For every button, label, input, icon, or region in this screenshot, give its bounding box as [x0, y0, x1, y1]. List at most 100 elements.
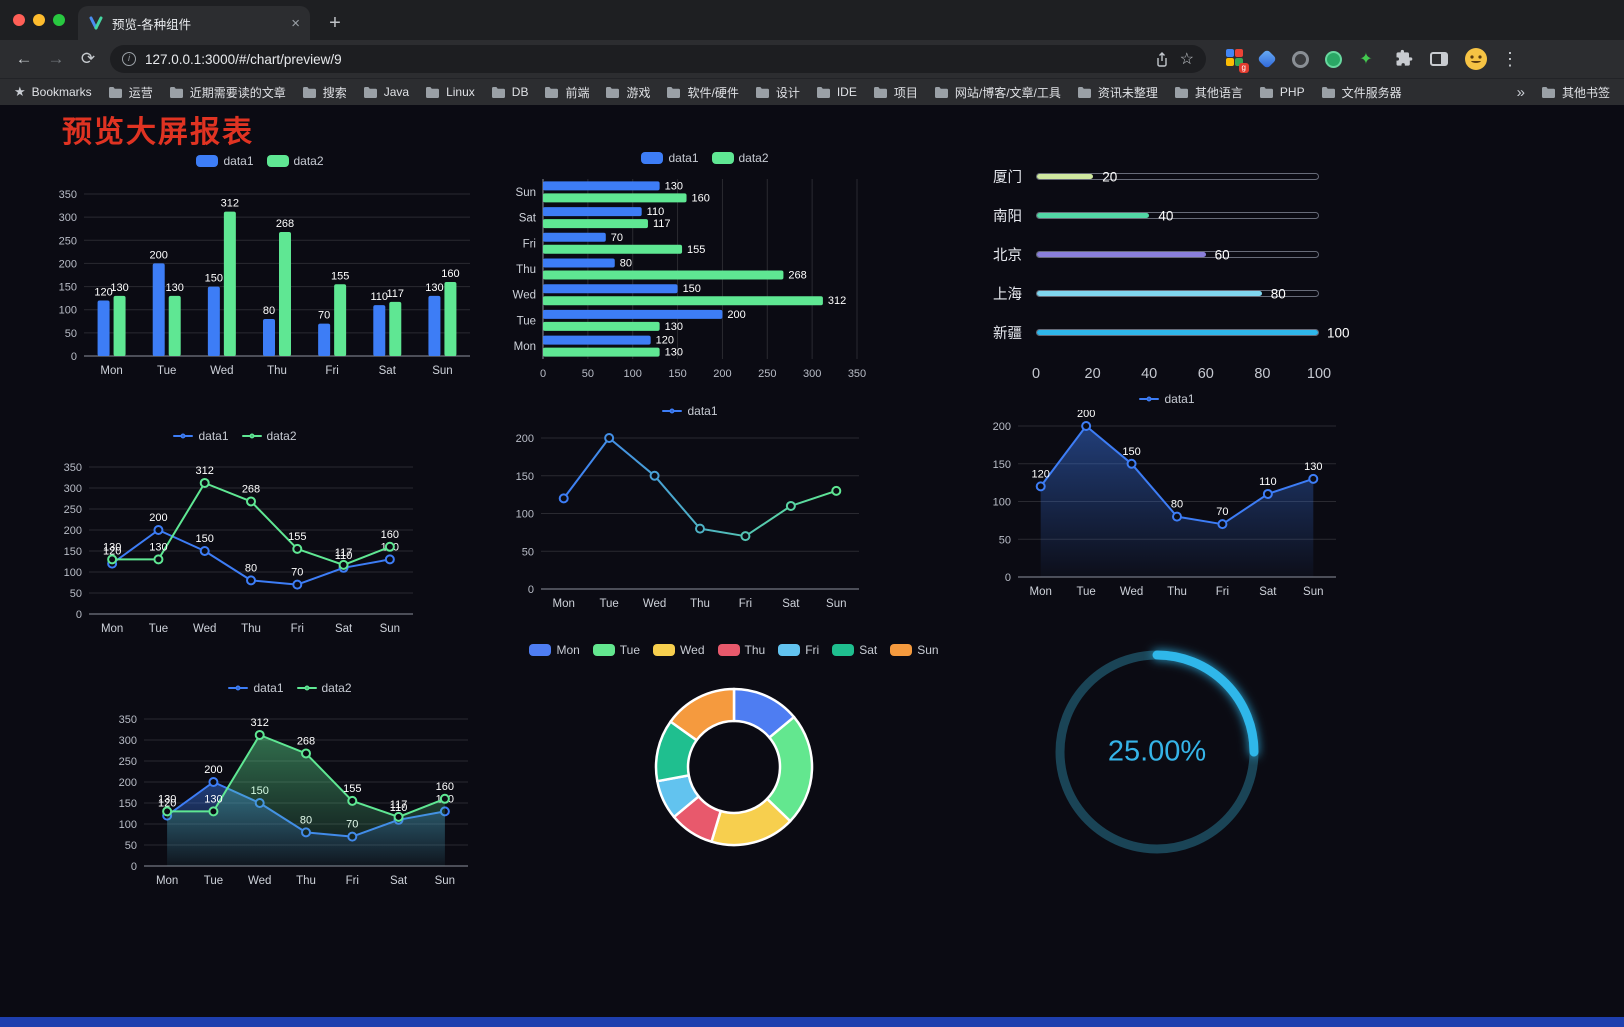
progress-label: 南阳 [993, 209, 1022, 225]
legend-item[interactable]: data1 [173, 429, 229, 443]
bookmark-label: 资讯未整理 [1097, 85, 1158, 100]
svg-text:Wed: Wed [210, 365, 233, 377]
side-panel-icon[interactable] [1430, 52, 1448, 66]
extension-ring-icon[interactable] [1290, 49, 1310, 69]
svg-text:250: 250 [119, 756, 137, 768]
extension-green-circle-icon[interactable] [1323, 49, 1343, 69]
svg-text:Tue: Tue [204, 875, 223, 887]
bookmark-folder[interactable]: Java [363, 85, 409, 99]
legend-dot [249, 433, 254, 439]
progress-value: 40 [1158, 208, 1174, 223]
axis-tick: 80 [1254, 366, 1271, 382]
bookmark-folder[interactable]: 前端 [544, 84, 589, 101]
bookmark-folder[interactable]: 搜索 [302, 84, 347, 101]
minimize-window-button[interactable] [33, 14, 45, 26]
legend-item[interactable]: data2 [711, 151, 769, 165]
svg-text:0: 0 [71, 351, 77, 363]
svg-text:110: 110 [371, 291, 389, 303]
zoom-window-button[interactable] [53, 14, 65, 26]
extensions-cluster: g ✦ [1224, 49, 1376, 73]
legend-item[interactable]: data1 [1139, 392, 1195, 406]
back-button[interactable]: ← [15, 49, 33, 68]
legend-item[interactable]: data1 [196, 154, 254, 168]
svg-text:120: 120 [158, 798, 176, 810]
svg-text:312: 312 [221, 198, 239, 210]
svg-text:Tue: Tue [149, 623, 168, 635]
new-tab-button[interactable]: + [329, 12, 341, 34]
legend-item[interactable]: Tue [592, 643, 640, 657]
legend-item[interactable]: Wed [653, 643, 705, 657]
browser-tab[interactable]: 预览-各种组件 × [78, 6, 310, 40]
legend-item[interactable]: Fri [778, 643, 819, 657]
progress-row: 厦门 20 [988, 157, 1368, 196]
gauge-chart: 25.00% [1038, 633, 1276, 871]
legend-label: Sat [859, 643, 878, 657]
legend-label: data2 [266, 429, 297, 443]
progress-axis: 0 20 40 60 80 100 [1032, 366, 1331, 388]
bookmark-folder[interactable]: 近期需要读的文章 [169, 84, 286, 101]
bookmark-folder[interactable]: 其他语言 [1174, 84, 1243, 101]
legend-item[interactable]: data1 [228, 681, 284, 695]
menu-button[interactable]: ⋮ [1501, 48, 1519, 69]
legend-label: data1 [198, 429, 229, 443]
svg-text:200: 200 [204, 764, 222, 776]
svg-text:Sun: Sun [1303, 586, 1323, 598]
bookmark-folder[interactable]: 文件服务器 [1321, 84, 1402, 101]
avatar-face-icon [1465, 48, 1487, 70]
bookmark-folder[interactable]: 游戏 [605, 84, 650, 101]
extension-sparkle-icon[interactable]: ✦ [1359, 51, 1373, 68]
bookmark-folder[interactable]: 运营 [108, 84, 153, 101]
folder-icon [1259, 86, 1273, 98]
legend-item[interactable]: Mon [529, 643, 580, 657]
tab-close-icon[interactable]: × [291, 14, 300, 32]
share-icon[interactable] [1154, 51, 1170, 67]
other-bookmarks-folder[interactable]: 其他书签 [1541, 84, 1610, 101]
svg-text:130: 130 [425, 282, 443, 294]
bookmarks-folders: 运营 近期需要读的文章 搜索 Java Linux DB 前端 游戏 软件/硬件 设计 IDE 项目 网… [108, 84, 1501, 101]
legend-label: Sun [917, 643, 939, 657]
bookmark-folder[interactable]: 项目 [873, 84, 918, 101]
bookmark-folder[interactable]: IDE [816, 85, 857, 99]
url-text[interactable]: 127.0.0.1:3000/#/chart/preview/9 [145, 51, 342, 67]
folder-icon [755, 86, 769, 98]
bookmark-folder[interactable]: 网站/博客/文章/工具 [934, 84, 1061, 101]
bookmark-item-bookmarks[interactable]: ★ Bookmarks [14, 84, 92, 100]
legend-swatch [653, 644, 676, 656]
bookmark-folder[interactable]: 设计 [755, 84, 800, 101]
svg-text:Sat: Sat [1259, 586, 1277, 598]
profile-avatar[interactable] [1464, 47, 1488, 71]
legend-item[interactable]: data2 [241, 429, 297, 443]
legend-item[interactable]: Sat [832, 643, 877, 657]
bookmark-folder[interactable]: 资讯未整理 [1077, 84, 1158, 101]
legend-item[interactable]: data1 [641, 151, 699, 165]
close-window-button[interactable] [13, 14, 25, 26]
legend-item[interactable]: data2 [296, 681, 352, 695]
bookmark-folder[interactable]: PHP [1259, 85, 1305, 99]
svg-text:Fri: Fri [325, 365, 338, 377]
extensions-puzzle-icon[interactable] [1394, 49, 1414, 69]
address-bar[interactable]: i 127.0.0.1:3000/#/chart/preview/9 ☆ [110, 45, 1206, 73]
legend-item[interactable]: Thu [717, 643, 765, 657]
legend-item[interactable]: data2 [266, 154, 324, 168]
extension-gem-icon[interactable] [1257, 49, 1277, 69]
folder-icon [1077, 86, 1091, 98]
bookmark-label: IDE [836, 85, 857, 99]
legend-item[interactable]: data1 [662, 404, 718, 418]
bookmark-folder[interactable]: 软件/硬件 [666, 84, 739, 101]
bottom-bar [0, 1017, 1624, 1027]
svg-text:80: 80 [245, 562, 257, 574]
forward-button[interactable]: → [47, 49, 65, 68]
svg-text:268: 268 [788, 270, 806, 282]
bookmark-star-icon[interactable]: ☆ [1179, 51, 1194, 68]
extension-google-icon[interactable]: g [1224, 49, 1249, 73]
svg-text:150: 150 [196, 533, 214, 545]
bookmarks-overflow-button[interactable]: » [1516, 83, 1525, 101]
bookmark-folder[interactable]: DB [491, 85, 528, 99]
svg-text:200: 200 [727, 309, 745, 321]
svg-text:200: 200 [64, 525, 82, 537]
dashboard-page: 预览大屏报表 data1 data2 0 50 100 150 200 250 300 350 Mo… [0, 105, 1624, 1027]
bookmark-folder[interactable]: Linux [425, 85, 475, 99]
legend-item[interactable]: Sun [890, 643, 939, 657]
reload-button[interactable]: ⟳ [80, 49, 96, 68]
site-info-icon[interactable]: i [122, 52, 136, 66]
